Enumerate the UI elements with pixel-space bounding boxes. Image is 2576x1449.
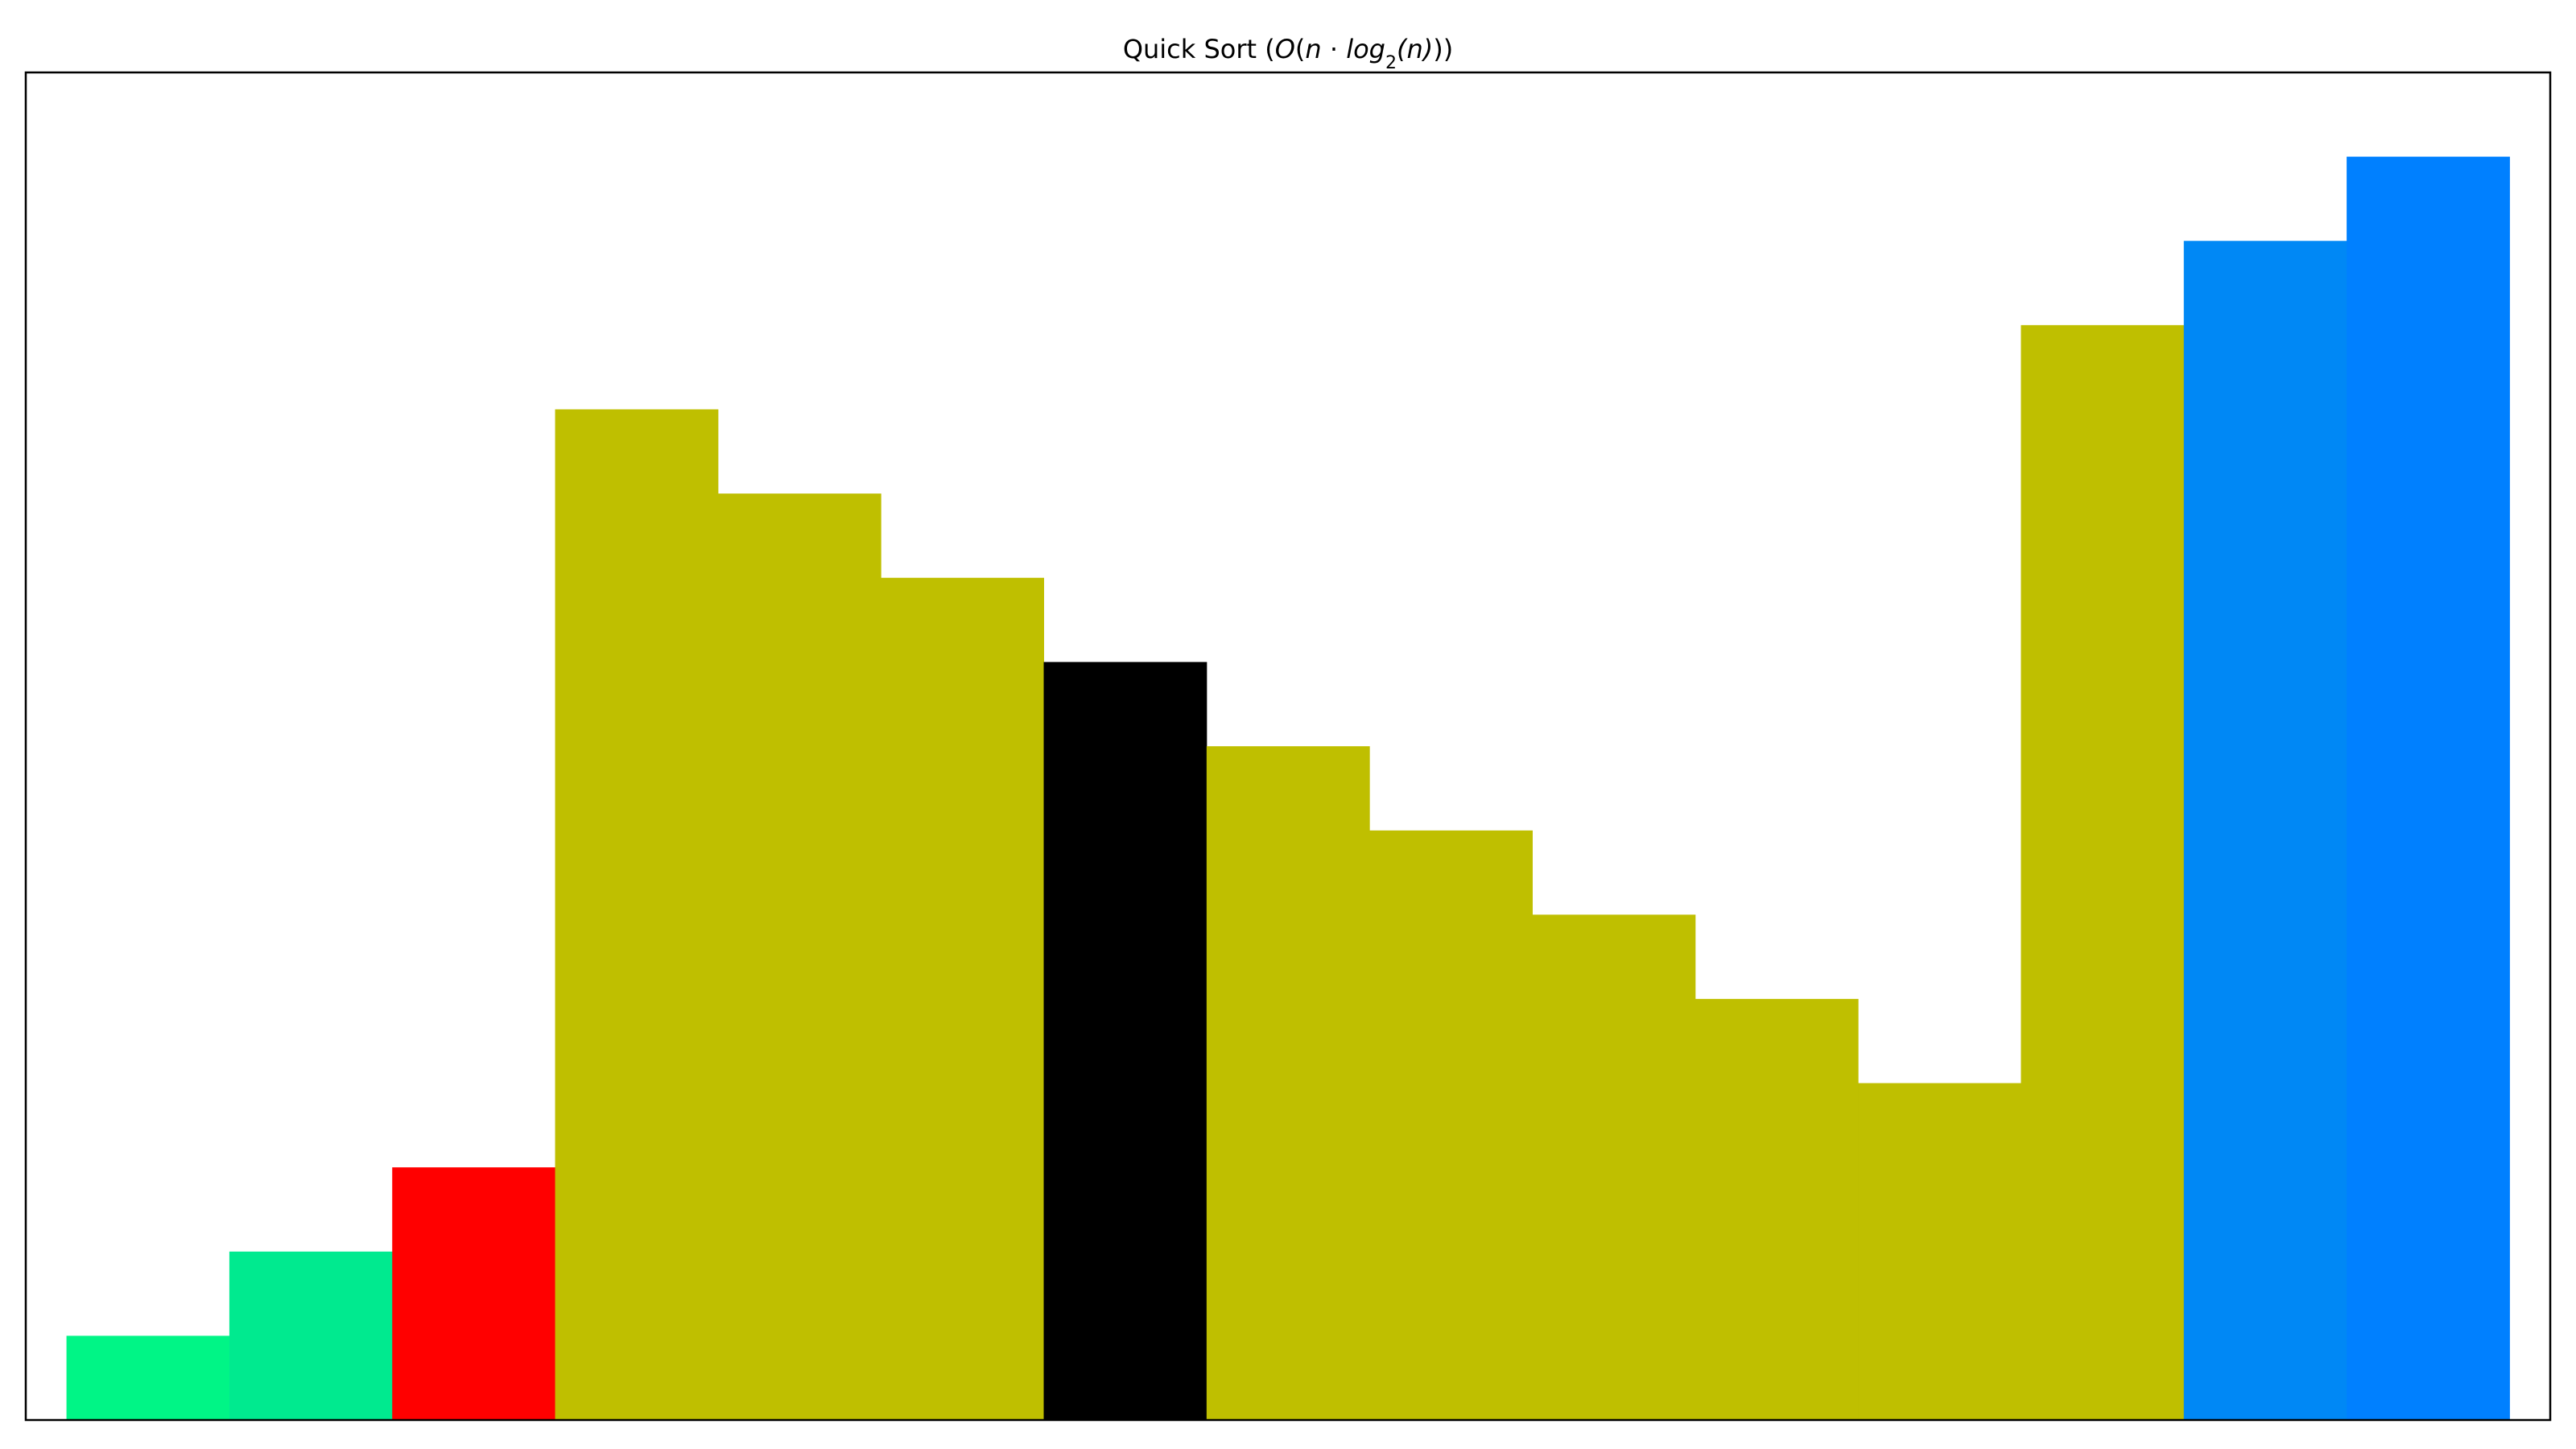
bar-partition-8 — [1369, 830, 1533, 1421]
title-prefix: Quick Sort ( — [1123, 34, 1275, 64]
title-math-log: log — [1346, 34, 1385, 64]
bar-partition-7 — [1206, 746, 1370, 1420]
title-math-dot: · — [1322, 34, 1347, 64]
bars-group — [66, 156, 2510, 1421]
bar-current-2 — [392, 1167, 556, 1421]
bar-partition-10 — [1695, 998, 1859, 1421]
bar-partition-9 — [1532, 914, 1696, 1420]
bar-partition-12 — [2021, 324, 2185, 1421]
title-math-n: n — [1305, 34, 1321, 64]
bar-sorted-1 — [229, 1251, 393, 1420]
bar-partition-4 — [717, 493, 881, 1421]
title-math-arg: (n) — [1397, 34, 1433, 64]
title-math-o: O — [1275, 34, 1295, 64]
bar-sorted-14 — [2347, 156, 2510, 1421]
axes-frame — [24, 71, 2552, 1422]
title-math-sub: 2 — [1385, 53, 1397, 73]
title-suffix: )) — [1433, 34, 1453, 64]
bar-sorted-13 — [2183, 241, 2347, 1420]
chart-title: Quick Sort (O(n · log2(n))) — [1123, 34, 1453, 73]
bar-partition-5 — [881, 577, 1045, 1420]
bar-pivot-6 — [1043, 662, 1208, 1421]
bar-sorted-0 — [66, 1335, 230, 1421]
bar-partition-11 — [1858, 1083, 2021, 1420]
bar-partition-3 — [555, 409, 719, 1420]
title-math-paren: ( — [1295, 34, 1305, 64]
